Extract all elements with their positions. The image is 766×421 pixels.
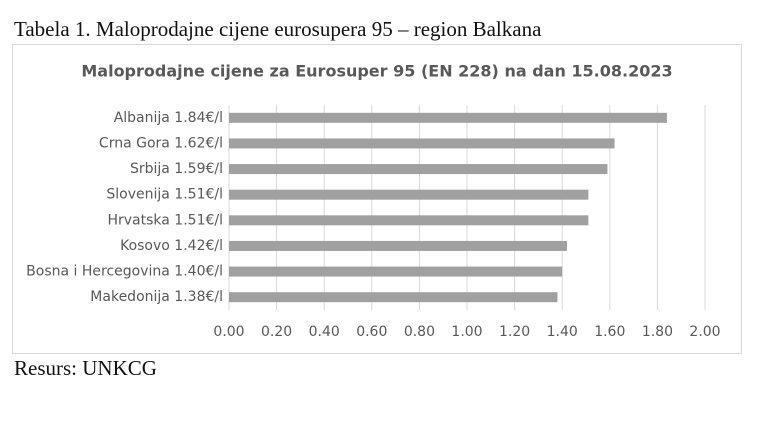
bar xyxy=(229,215,589,226)
chart-title: Maloprodajne cijene za Eurosuper 95 (EN … xyxy=(81,62,672,81)
bar xyxy=(229,292,558,303)
x-tick-label: 0.80 xyxy=(404,324,435,340)
x-tick-label: 1.60 xyxy=(594,324,625,340)
bar xyxy=(229,240,567,251)
y-tick-label: Srbija 1.59€/l xyxy=(130,161,223,177)
x-tick-label: 0.00 xyxy=(213,324,244,340)
x-tick-label: 1.20 xyxy=(499,324,530,340)
y-tick-label: Slovenija 1.51€/l xyxy=(106,187,223,203)
x-tick-label: 1.40 xyxy=(547,324,578,340)
y-tick-label: Kosovo 1.42€/l xyxy=(120,238,223,254)
bar xyxy=(229,164,608,175)
y-tick-label: Hrvatska 1.51€/l xyxy=(107,212,223,228)
bar xyxy=(229,138,615,149)
y-tick-label: Makedonija 1.38€/l xyxy=(90,289,223,305)
x-tick-label: 0.60 xyxy=(356,324,387,340)
bar xyxy=(229,189,589,200)
y-tick-label: Crna Gora 1.62€/l xyxy=(99,135,223,151)
source: Resurs: UNKCG xyxy=(14,356,157,380)
x-tick-label: 0.20 xyxy=(261,324,292,340)
bar xyxy=(229,266,563,277)
y-tick-label: Albanija 1.84€/l xyxy=(114,110,223,126)
caption: Tabela 1. Maloprodajne cijene eurosupera… xyxy=(14,17,542,41)
x-tick-label: 0.40 xyxy=(309,324,340,340)
bar xyxy=(229,112,667,123)
x-tick-label: 1.80 xyxy=(642,324,673,340)
x-tick-label: 1.00 xyxy=(451,324,482,340)
x-tick-label: 2.00 xyxy=(689,324,720,340)
y-tick-label: Bosna i Hercegovina 1.40€/l xyxy=(26,264,223,280)
